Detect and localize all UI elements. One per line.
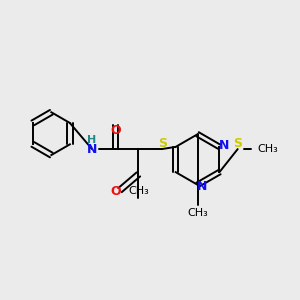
Text: CH₃: CH₃ [128,186,149,196]
Text: H: H [87,135,97,145]
Text: CH₃: CH₃ [258,144,278,154]
Text: N: N [87,142,97,156]
Text: N: N [197,180,207,193]
Text: CH₃: CH₃ [187,208,208,218]
Text: N: N [219,139,229,152]
Text: S: S [233,137,242,150]
Text: S: S [158,137,167,150]
Text: O: O [110,124,121,137]
Text: O: O [110,185,121,198]
